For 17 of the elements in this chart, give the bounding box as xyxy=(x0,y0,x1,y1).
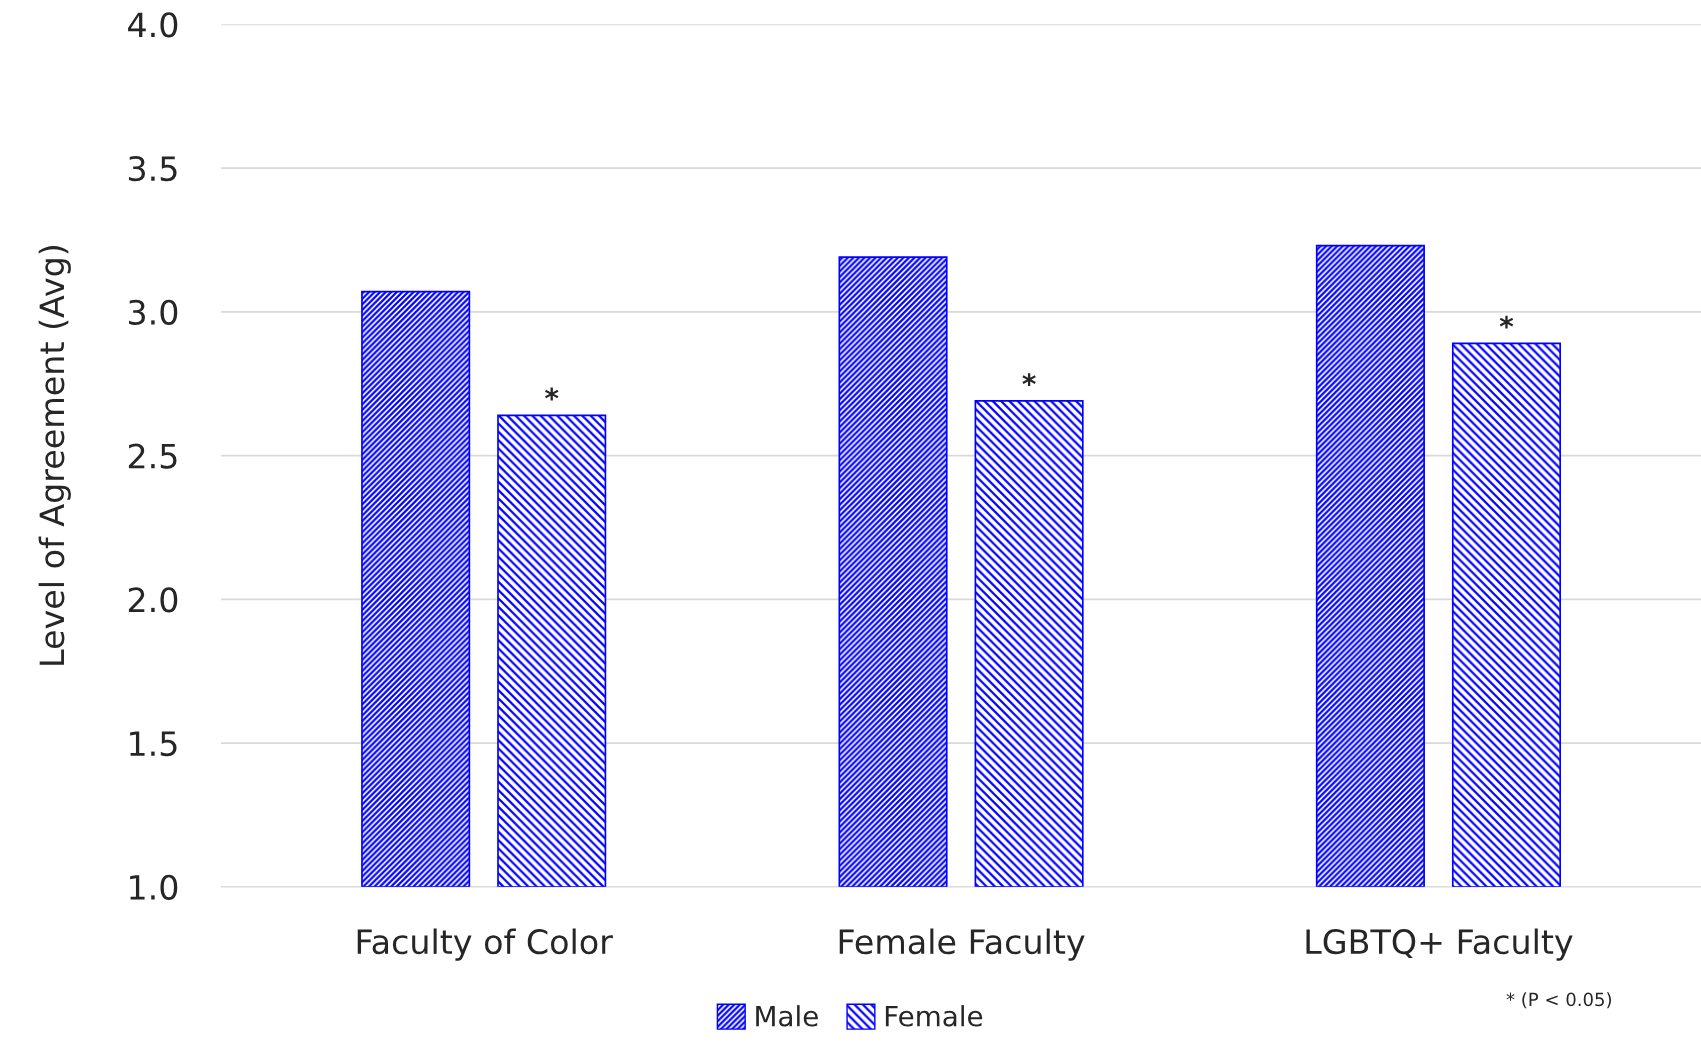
y-tick-label: 1.0 xyxy=(130,874,178,900)
y-tick-label: 3.5 xyxy=(128,155,177,182)
x-tick-label: Female Faculty xyxy=(839,928,1085,961)
y-tick-label: 1.5 xyxy=(130,731,177,757)
x-tick-label: LGBTQ+ Faculty xyxy=(1306,928,1573,961)
annotation: * xyxy=(1499,315,1514,329)
legend-label: Male xyxy=(756,1005,818,1027)
annotation: * xyxy=(1022,373,1036,387)
annotation: * xyxy=(545,387,559,401)
y-tick-label: 3.0 xyxy=(128,299,178,325)
y-axis-title: Level of Agreement (Avg) xyxy=(38,246,71,665)
legend-label: Female xyxy=(885,1005,983,1027)
text: * (P < 0.05) xyxy=(1506,992,1611,1009)
y-tick-label: 4.0 xyxy=(128,12,178,38)
y-tick-label: 2.0 xyxy=(128,587,178,613)
y-tick-label: 2.5 xyxy=(128,443,177,469)
x-tick-label: Faculty of Color xyxy=(357,928,613,961)
